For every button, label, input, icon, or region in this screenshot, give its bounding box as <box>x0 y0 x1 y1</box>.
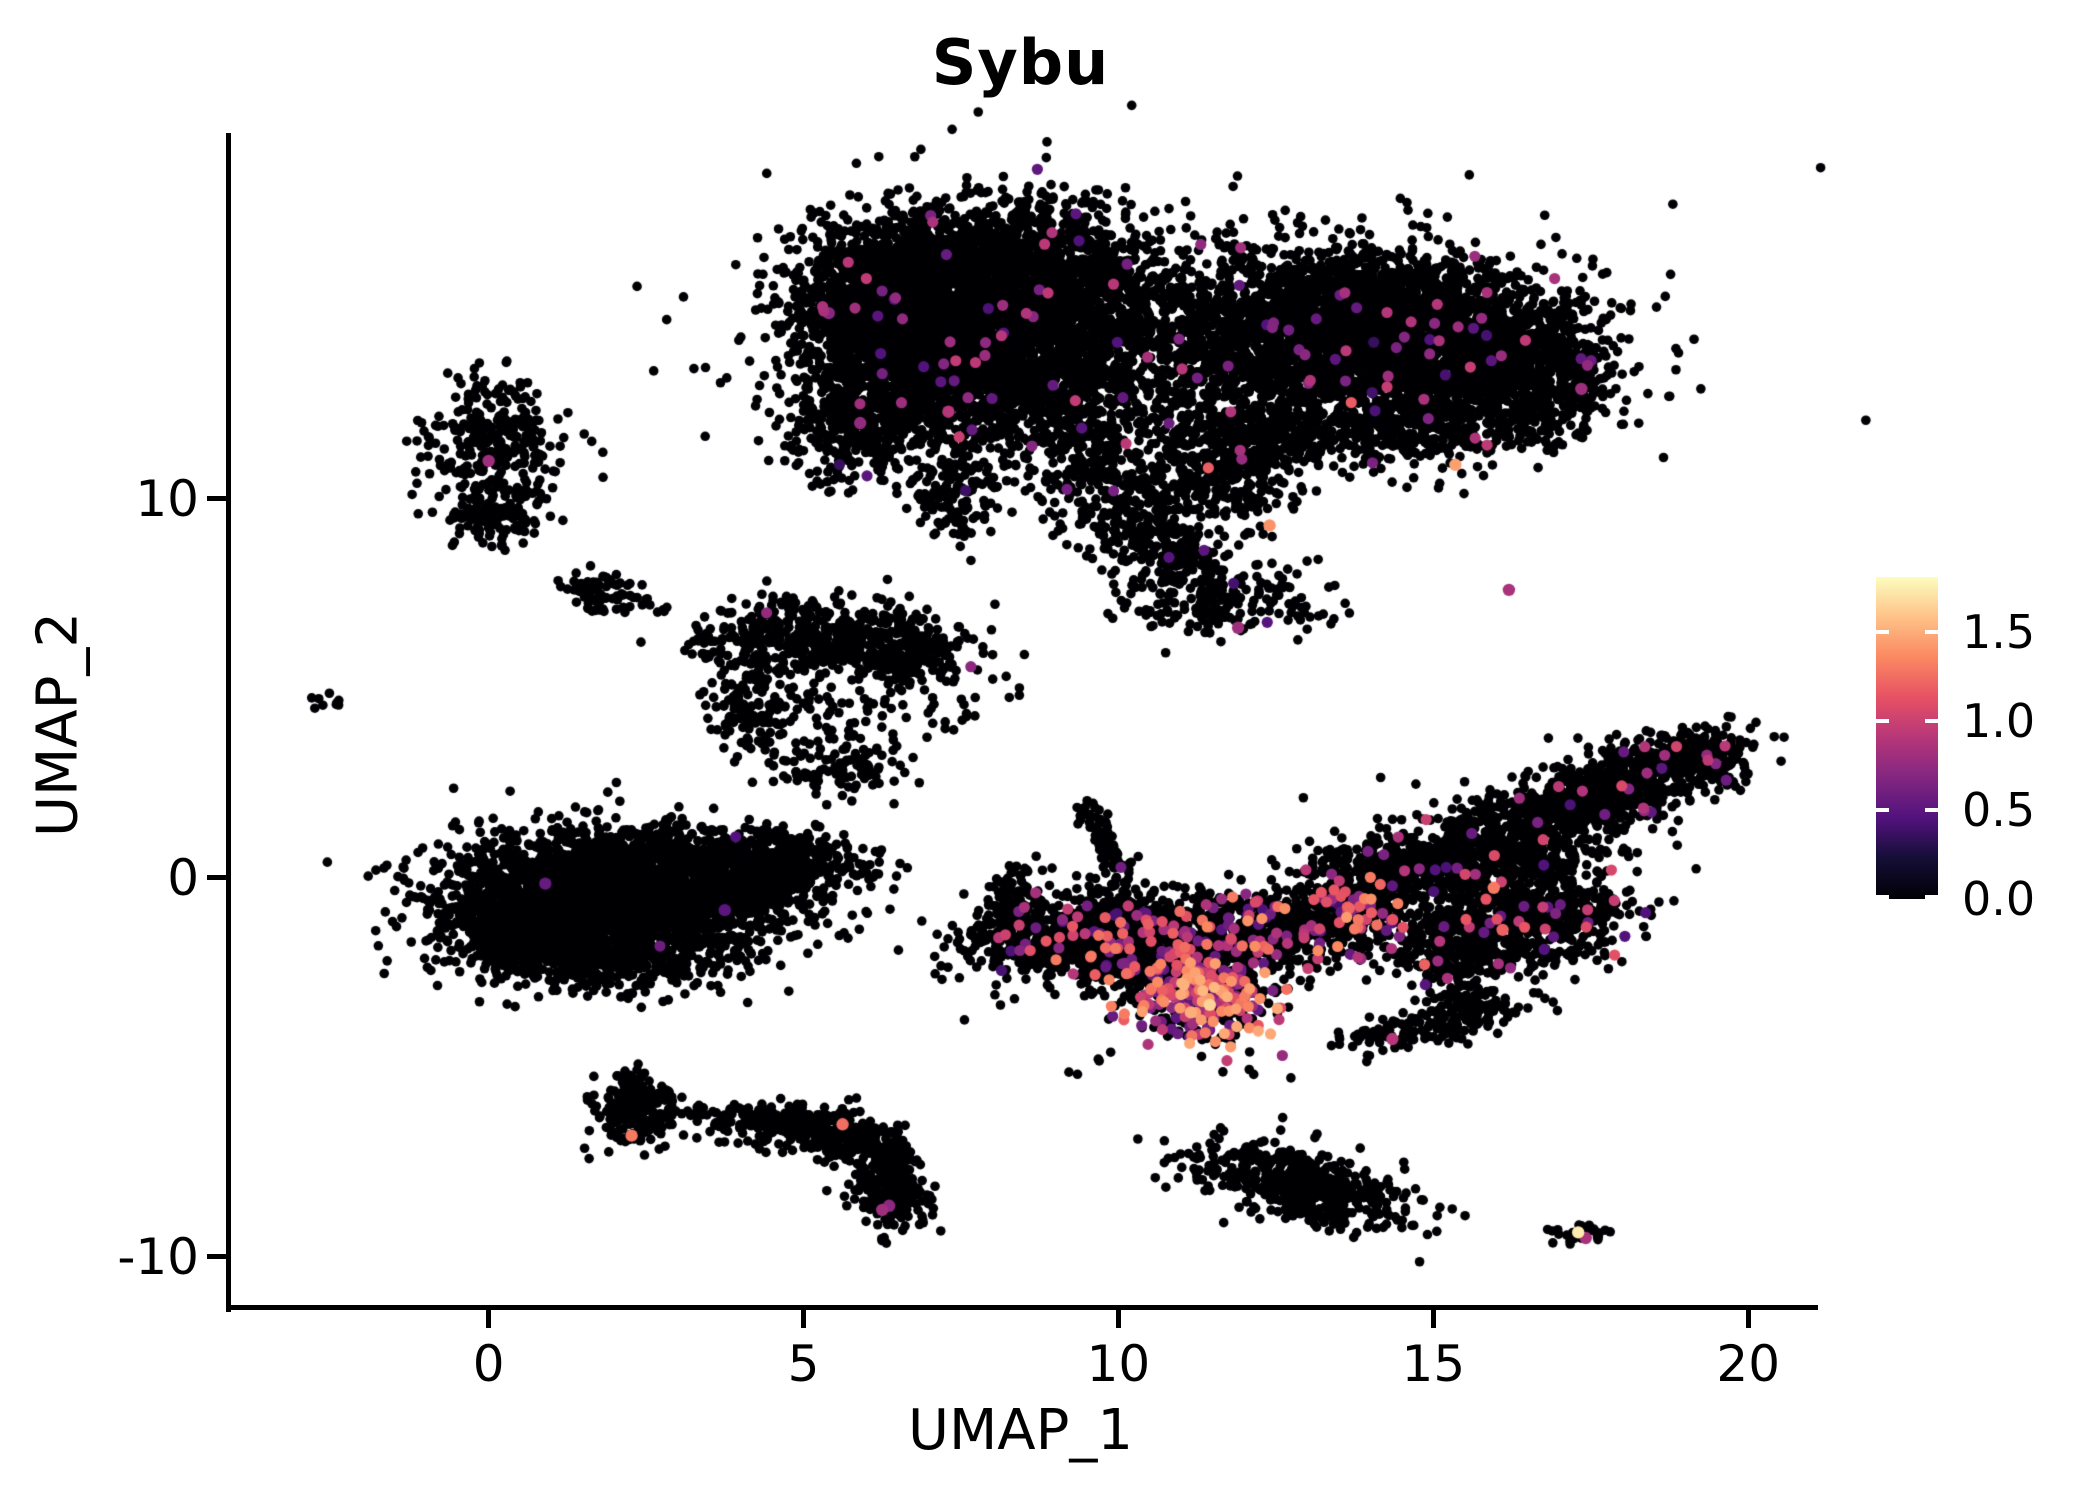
x-tick-mark <box>1745 1309 1751 1328</box>
y-tick-label: -10 <box>117 1227 199 1286</box>
colorbar-tick-mark <box>1925 895 1938 899</box>
colorbar-tick-mark <box>1925 630 1938 635</box>
colorbar-tick-mark <box>1876 808 1889 813</box>
x-tick-label: 20 <box>1716 1335 1781 1393</box>
y-axis-title: UMAP_2 <box>25 612 91 838</box>
y-tick-label: 10 <box>135 469 199 528</box>
colorbar-tick-mark <box>1876 719 1889 724</box>
colorbar-tick-label: 0.5 <box>1962 783 2036 838</box>
colorbar-tick-mark <box>1925 808 1938 813</box>
y-tick-mark <box>207 496 226 502</box>
y-tick-mark <box>207 875 226 881</box>
colorbar-tick-label: 1.5 <box>1962 605 2036 660</box>
y-tick-label: 0 <box>167 848 199 907</box>
x-axis-title: UMAP_1 <box>907 1398 1133 1463</box>
x-tick-label: 0 <box>472 1335 505 1393</box>
plot-title: Sybu <box>931 26 1110 99</box>
x-tick-mark <box>1115 1309 1121 1328</box>
colorbar <box>1876 577 1938 899</box>
x-tick-mark <box>486 1309 492 1328</box>
colorbar-tick-mark <box>1925 719 1938 724</box>
x-tick-label: 15 <box>1401 1335 1466 1393</box>
x-tick-label: 10 <box>1086 1335 1151 1393</box>
x-tick-mark <box>801 1309 807 1328</box>
x-tick-mark <box>1430 1309 1436 1328</box>
colorbar-tick-mark <box>1876 630 1889 635</box>
y-tick-mark <box>207 1254 226 1260</box>
y-axis-line <box>226 133 231 1312</box>
x-axis-line <box>226 1305 1818 1310</box>
colorbar-tick-mark <box>1876 895 1889 899</box>
x-tick-label: 5 <box>787 1335 820 1393</box>
colorbar-tick-label: 1.0 <box>1962 694 2036 749</box>
colorbar-tick-label: 0.0 <box>1962 872 2036 926</box>
colorbar-gradient <box>1876 577 1938 899</box>
